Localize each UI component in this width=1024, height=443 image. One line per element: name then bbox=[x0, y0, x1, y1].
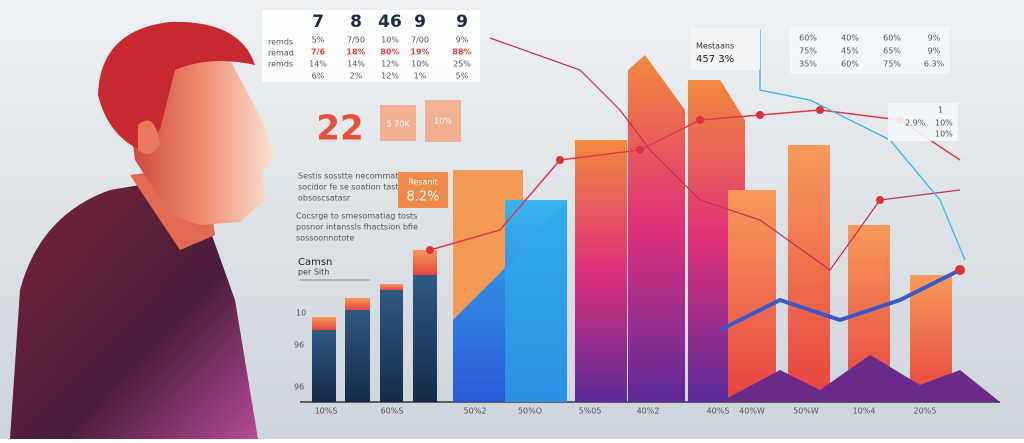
y-label: 10 bbox=[296, 309, 306, 318]
tag-bg bbox=[425, 100, 461, 142]
axis-label: per Sith bbox=[298, 268, 329, 277]
table-cell: 80% bbox=[380, 48, 399, 57]
table-cell: 2% bbox=[350, 72, 363, 81]
x-label: 40%2 bbox=[637, 407, 660, 416]
note-line: Sestis sosstte necommating bbox=[298, 172, 411, 181]
badge-value: 8.2% bbox=[406, 190, 439, 205]
table-cell: 7/50 bbox=[347, 36, 365, 45]
table-cell: 9% bbox=[456, 36, 469, 45]
x-label: 40%S bbox=[707, 407, 730, 416]
x-label: 5%05 bbox=[579, 407, 602, 416]
table-cell: 60% bbox=[799, 34, 817, 43]
table-cell: 7/6 bbox=[311, 48, 325, 57]
table-cell: 14% bbox=[347, 60, 365, 69]
table-cell: 14% bbox=[309, 60, 327, 69]
x-label: 60%S bbox=[381, 407, 404, 416]
x-label: 10%S bbox=[315, 407, 338, 416]
note: 1 bbox=[938, 106, 943, 115]
y-label: 96 bbox=[294, 383, 304, 392]
top-table: 7 8 46 9 9 remds remad remds 5% 7/50 10% 7/… bbox=[262, 10, 480, 82]
table-cell: 5% bbox=[312, 36, 325, 45]
table-cell: 75% bbox=[799, 47, 817, 56]
note-line: posnor intanssls fhactsion bfie bbox=[296, 223, 418, 232]
info-title: Mestaans bbox=[696, 42, 734, 51]
table-cell: 10% bbox=[411, 60, 429, 69]
header-cell: 9 bbox=[456, 12, 468, 32]
table-cell: 5% bbox=[456, 72, 469, 81]
table-cell: 18% bbox=[346, 48, 365, 57]
badge-title: Resanit bbox=[408, 178, 438, 187]
table-cell: 6.3% bbox=[924, 60, 945, 69]
header-cell: 7 bbox=[312, 12, 324, 32]
tag-bg bbox=[380, 105, 416, 141]
note: 2.9% bbox=[905, 119, 926, 128]
big-number: 22 bbox=[316, 109, 363, 149]
table-cell: 60% bbox=[841, 60, 859, 69]
table-cell: 9% bbox=[928, 34, 941, 43]
table-cell: 7/00 bbox=[411, 36, 429, 45]
note: 10% bbox=[935, 130, 953, 139]
table-cell: 19% bbox=[410, 48, 429, 57]
badge bbox=[398, 172, 448, 208]
info-box bbox=[690, 28, 760, 70]
bar-chart-art bbox=[300, 30, 1000, 403]
table-cell: 10% bbox=[381, 36, 399, 45]
table-cell: 12% bbox=[381, 60, 399, 69]
info-value: 457 3% bbox=[696, 54, 734, 65]
row-label: remds bbox=[268, 60, 293, 69]
x-label: 50%O bbox=[518, 407, 542, 416]
info-box bbox=[888, 103, 958, 141]
note: 10% bbox=[935, 119, 953, 128]
note-line: Cocsrge to smesomatiag tosts bbox=[296, 212, 417, 221]
row-label: remds bbox=[268, 38, 293, 47]
table-cell: 60% bbox=[883, 34, 901, 43]
table-cell: 9% bbox=[928, 47, 941, 56]
table-cell: 75% bbox=[883, 60, 901, 69]
note-line: sossoonnotote bbox=[296, 234, 354, 243]
note-line: socidor fe se soation tasts bbox=[298, 183, 403, 192]
table-cell: 6% bbox=[312, 72, 325, 81]
person bbox=[10, 21, 275, 439]
table-cell: 25% bbox=[453, 60, 471, 69]
table-cell: 40% bbox=[841, 34, 859, 43]
table-cell: 45% bbox=[841, 47, 859, 56]
x-label: 50%2 bbox=[464, 407, 487, 416]
header-cell: 8 bbox=[350, 12, 362, 32]
table-cell: 88% bbox=[452, 48, 471, 57]
table-cell: 12% bbox=[381, 72, 399, 81]
table-cell: 65% bbox=[883, 47, 901, 56]
x-label: 10%4 bbox=[853, 407, 876, 416]
x-label: 20%5 bbox=[914, 407, 937, 416]
header-cell: 46 bbox=[378, 12, 402, 32]
axis-label: Camsn bbox=[298, 257, 332, 268]
table-cell: 1% bbox=[414, 72, 427, 81]
info-table bbox=[790, 26, 950, 74]
x-label: 50%W bbox=[793, 407, 819, 416]
x-label: 40%W bbox=[739, 407, 765, 416]
tag: 10% bbox=[434, 117, 452, 126]
tag: 5 70K bbox=[386, 120, 410, 129]
header-cell: 9 bbox=[414, 12, 426, 32]
y-label: 96 bbox=[294, 341, 304, 350]
note-line: obsoscsatasr bbox=[298, 194, 351, 203]
row-label: remad bbox=[268, 49, 294, 58]
table-cell: 35% bbox=[799, 60, 817, 69]
